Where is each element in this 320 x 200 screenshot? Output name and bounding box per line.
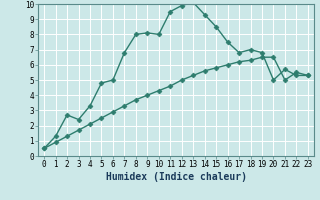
X-axis label: Humidex (Indice chaleur): Humidex (Indice chaleur)	[106, 172, 246, 182]
